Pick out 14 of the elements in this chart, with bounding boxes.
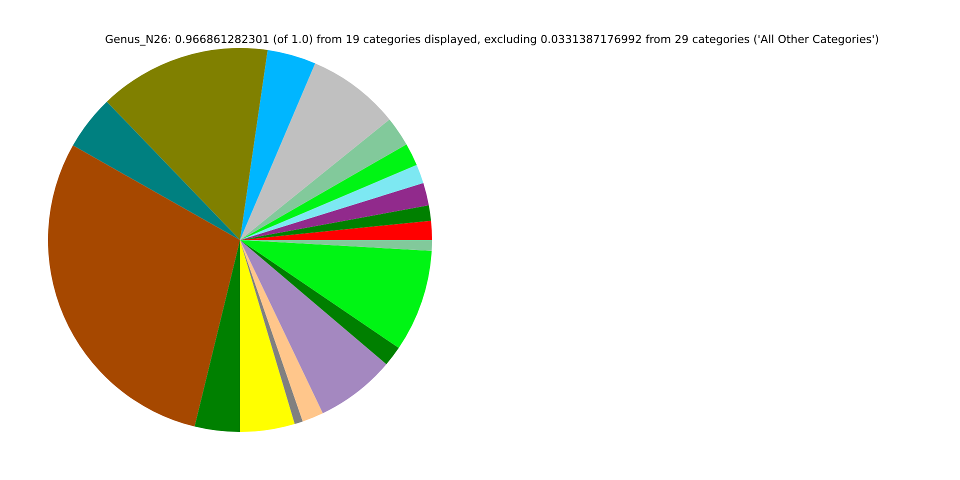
text: Genus_N26: 0.966861282301 (of 1.0) from 19 categories displayed, excluding 0.0331387176992 from 29 categories ('All Other Categories') <box>104 33 880 46</box>
pie-slice <box>240 240 303 424</box>
pie-slice <box>240 240 295 432</box>
pie-slice <box>240 164 424 240</box>
pie-slice <box>240 119 406 240</box>
pie-slice <box>72 102 240 240</box>
pie-slice <box>240 240 386 414</box>
pie-slice <box>240 50 316 240</box>
pie-slice <box>240 220 432 240</box>
pie-slice <box>240 240 323 422</box>
pie-slice <box>240 182 429 240</box>
pie-slice <box>106 48 268 240</box>
pie-slice <box>48 145 240 427</box>
pie-slice <box>240 63 390 240</box>
